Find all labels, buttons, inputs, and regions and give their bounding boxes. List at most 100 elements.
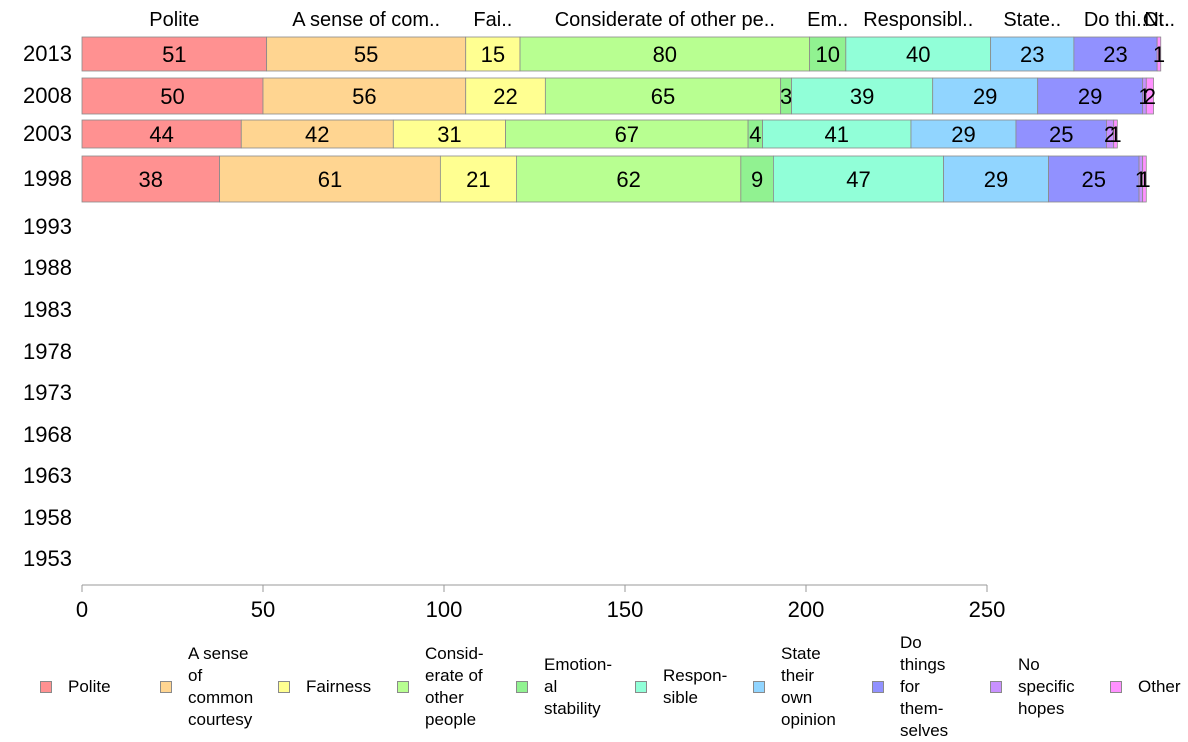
bar-value-label: 23 [1103,42,1127,67]
y-tick-label: 1958 [23,505,72,530]
bar-value-label: 65 [651,84,675,109]
y-tick-label: 1968 [23,422,72,447]
bar-segment [465,77,546,115]
bar-segment [1156,36,1162,72]
bar-segment [1073,36,1158,72]
legend-swatch [516,681,528,693]
x-tick-label: 200 [788,597,825,622]
y-tick-label: 2003 [23,121,72,146]
bar-segment [81,119,242,149]
legend-label: A sense of common courtesy [188,644,254,729]
legend-swatch [160,681,172,693]
bar-value-label: 29 [973,84,997,109]
bar-value-label: 23 [1020,42,1044,67]
top-label: N.. [1144,9,1170,31]
bar-value-label: 9 [751,167,763,192]
legend-swatch [397,681,409,693]
top-label: Do thi.. [1084,9,1147,31]
y-axis-labels: 2013 2008 2003 1998 1993 1988 1983 1978 1973 1968… [23,41,72,571]
legend-item: State their own opinion [753,643,836,731]
bar-segment [266,36,467,72]
bar-value-label: 41 [825,122,849,147]
bar-value-label: 25 [1082,167,1106,192]
legend-label: Polite [68,677,111,696]
x-axis: 0 50 100 150 200 250 [76,584,1006,622]
y-tick-label: 1988 [23,255,72,280]
legend-item: Do things for them- selves [872,632,948,742]
y-tick-label: 1978 [23,339,72,364]
legend-label: Respon- sible [663,666,728,707]
bar-value-label: 40 [906,42,930,67]
top-label: Polite [149,9,199,31]
legend-item: Emotion- al stability [516,654,612,720]
bar-segment [392,119,506,149]
bar-value-label: 1 [1138,167,1150,192]
bar-segment [1037,77,1144,115]
y-tick-label: 1998 [23,166,72,191]
bar-segment [845,36,992,72]
legend-swatch [990,681,1002,693]
top-label: Ot.. [1143,9,1175,31]
bar-segment [81,155,220,203]
bar-segment [1145,77,1154,115]
bar-segment [740,155,774,203]
legend-swatch [872,681,884,693]
bar-value-label: 2 [1104,122,1116,147]
legend-label: Emotion- al stability [544,655,613,718]
y-tick-label: 1983 [23,297,72,322]
x-tick-label: 50 [251,597,275,622]
legend-label: Other [1138,677,1181,696]
legend-label: Do things for them- selves [900,633,949,740]
legend-item: A sense of common courtesy [160,643,253,731]
bar-value-label: 55 [354,42,378,67]
bar-value-label: 3 [780,84,792,109]
legend-item: Consid- erate of other people [397,643,484,731]
bar-value-label: 1 [1109,122,1121,147]
x-tick-label: 100 [426,597,463,622]
bar-value-label: 31 [437,122,461,147]
bar-value-label: 50 [160,84,184,109]
bar-value-label: 29 [1078,84,1102,109]
x-tick-label: 250 [969,597,1006,622]
bar-segment [791,77,934,115]
x-tick-label: 0 [76,597,88,622]
bar-value-label: 42 [305,122,329,147]
bar-value-label: 22 [493,84,517,109]
x-tick-label: 150 [607,597,644,622]
bar-value-label: 56 [352,84,376,109]
legend-swatch [1110,681,1122,693]
legend-item: Other [1110,676,1181,698]
legend-item: Fairness [278,676,371,698]
bar-segment [1142,155,1147,203]
y-tick-label: 1973 [23,380,72,405]
bar-segment [1015,119,1107,149]
bar-value-label: 47 [846,167,870,192]
y-tick-label: 1953 [23,546,72,571]
legend-label: No specific hopes [1018,655,1075,718]
top-label: State.. [1003,9,1061,31]
legend-swatch [278,681,290,693]
bar-segment [439,155,517,203]
bar-value-label: 29 [984,167,1008,192]
legend-label: Consid- erate of other people [425,644,484,729]
bar-segment [762,119,912,149]
legend-label: Fairness [306,677,372,696]
bar-value-label: 15 [481,42,505,67]
bar-value-label: 39 [850,84,874,109]
bar-value-label: 38 [139,167,163,192]
bar-value-label: 80 [653,42,677,67]
bar-value-label: 62 [616,167,640,192]
legend-item: No specific hopes [990,654,1075,720]
bar-value-label: 61 [318,167,342,192]
bar-value-label: 44 [149,122,173,147]
bar-value-label: 51 [162,42,186,67]
bar-segment [1113,119,1118,149]
stacked-bar-chart: Polite A sense of com.. Fai.. Considerate o… [23,9,1175,622]
y-tick-label: 1963 [23,463,72,488]
bar-value-label: 1 [1153,42,1165,67]
bar-segment [943,155,1049,203]
legend-swatch [753,681,765,693]
legend-swatch [635,681,647,693]
top-label: Considerate of other pe.. [555,9,775,31]
